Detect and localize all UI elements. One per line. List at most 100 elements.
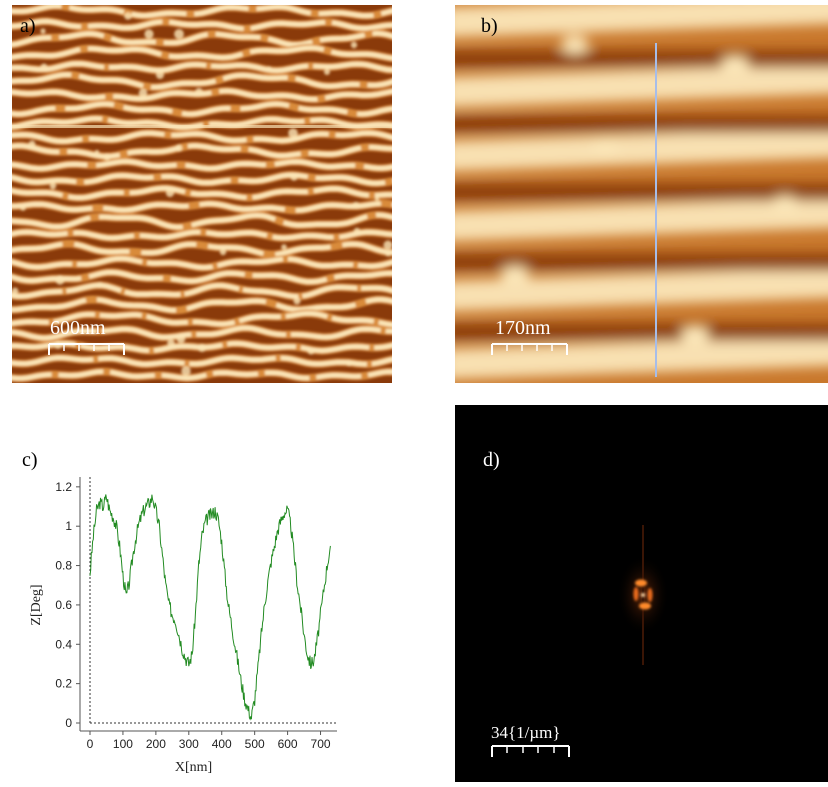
afm-a-particle bbox=[281, 244, 287, 250]
fft-spot-upper bbox=[635, 579, 647, 587]
afm-a-stripe bbox=[12, 130, 392, 144]
x-tick-label: 600 bbox=[278, 737, 298, 751]
panel-d-label: d) bbox=[483, 449, 500, 471]
afm-a-particle bbox=[174, 29, 184, 39]
afm-a-particle bbox=[374, 196, 380, 202]
afm-a-stripe bbox=[12, 325, 392, 341]
panel-b-label: b) bbox=[481, 15, 498, 37]
afm-b-bright-stripe bbox=[455, 63, 828, 108]
afm-a-stripe bbox=[12, 45, 392, 61]
y-tick-label: 0.4 bbox=[55, 637, 72, 651]
afm-a-stripe bbox=[12, 159, 392, 171]
afm-a-particle bbox=[40, 63, 48, 71]
x-tick-label: 0 bbox=[87, 737, 94, 751]
afm-a-stripe bbox=[12, 212, 392, 230]
afm-b-bright-spot bbox=[591, 136, 619, 154]
afm-b-bright-spot bbox=[561, 36, 589, 54]
scale-bar-d bbox=[491, 745, 570, 757]
scale-bar-a-text: 600nm bbox=[50, 317, 106, 339]
x-axis-label: X[nm] bbox=[175, 760, 212, 775]
afm-image-a-graphic bbox=[12, 5, 392, 383]
afm-b-dark-stripe bbox=[455, 50, 828, 68]
afm-a-particle bbox=[353, 227, 361, 235]
fft-center-dot bbox=[641, 593, 645, 597]
afm-a-stripe bbox=[12, 185, 392, 201]
afm-a-stripes bbox=[12, 5, 392, 383]
afm-a-particle bbox=[97, 282, 103, 288]
afm-image-a: a) 600nm bbox=[12, 5, 392, 383]
afm-b-bright-spot bbox=[681, 326, 709, 344]
afm-a-particle bbox=[290, 173, 298, 181]
panel-a-label: a) bbox=[20, 15, 36, 37]
y-axis-label: Z[Deg] bbox=[29, 584, 44, 625]
afm-b-dark-stripe bbox=[455, 183, 828, 201]
afm-a-particle bbox=[288, 128, 298, 138]
afm-a-particle bbox=[175, 144, 183, 152]
afm-a-particle bbox=[40, 28, 46, 34]
afm-a-stripe bbox=[12, 311, 392, 327]
afm-b-dark-stripe bbox=[455, 115, 828, 133]
x-tick-label: 200 bbox=[146, 737, 166, 751]
afm-a-particle bbox=[138, 88, 148, 98]
afm-a-particle bbox=[135, 12, 141, 18]
panel-c-label: c) bbox=[22, 449, 38, 471]
fft-central-spots bbox=[633, 579, 653, 610]
afm-a-stripe bbox=[12, 72, 392, 90]
x-tick-label: 500 bbox=[245, 737, 265, 751]
afm-a-particle bbox=[103, 153, 111, 161]
afm-b-bright-stripe bbox=[455, 267, 828, 312]
afm-a-stripe bbox=[12, 5, 392, 19]
afm-a-stripe bbox=[12, 229, 392, 241]
profile-series-line bbox=[89, 494, 331, 721]
afm-a-stripe bbox=[12, 297, 392, 313]
afm-a-stripe bbox=[12, 31, 392, 47]
scale-bar-d-text: 34{1/µm} bbox=[491, 723, 561, 742]
afm-a-particle bbox=[167, 339, 175, 347]
afm-a-stripe bbox=[12, 61, 392, 73]
x-tick-label: 400 bbox=[212, 737, 232, 751]
afm-b-bright-stripe bbox=[455, 197, 828, 242]
afm-a-particle bbox=[293, 297, 301, 305]
afm-a-particle bbox=[55, 275, 65, 285]
afm-b-bright-spot bbox=[771, 196, 799, 214]
afm-b-dark-stripe bbox=[455, 253, 828, 271]
afm-a-stripe bbox=[12, 201, 392, 213]
afm-a-particle bbox=[385, 251, 391, 257]
afm-image-b-graphic bbox=[455, 5, 828, 383]
afm-b-stripes bbox=[455, 5, 828, 380]
afm-b-bright-stripe bbox=[455, 5, 828, 38]
afm-a-particle bbox=[165, 188, 175, 198]
afm-a-particle bbox=[350, 41, 358, 49]
afm-a-particle bbox=[12, 287, 19, 295]
afm-a-particle bbox=[20, 205, 26, 211]
y-tick-label: 0.6 bbox=[55, 598, 72, 612]
afm-a-stripe bbox=[12, 269, 392, 285]
x-tick-label: 700 bbox=[311, 737, 331, 751]
fft-image-graphic bbox=[455, 405, 828, 782]
afm-a-particle bbox=[266, 66, 272, 72]
afm-a-stripe bbox=[12, 19, 392, 31]
afm-b-bright-stripe bbox=[455, 127, 828, 172]
afm-a-particle bbox=[144, 29, 154, 39]
afm-a-stripe bbox=[12, 143, 392, 159]
afm-a-particle bbox=[181, 366, 191, 376]
y-tick-label: 1.2 bbox=[55, 480, 72, 494]
afm-a-stripe bbox=[12, 172, 392, 186]
afm-a-scan-line bbox=[12, 125, 392, 128]
fft-image: d) 34{1/µm} bbox=[455, 405, 828, 782]
afm-a-stripe bbox=[12, 256, 392, 270]
afm-a-stripe bbox=[12, 369, 392, 381]
afm-a-stripe bbox=[12, 355, 392, 367]
x-tick-label: 100 bbox=[113, 737, 133, 751]
afm-a-particle bbox=[324, 69, 330, 75]
scale-bar-b bbox=[491, 343, 568, 355]
afm-a-stripe bbox=[12, 101, 392, 117]
afm-a-stripe bbox=[12, 283, 392, 299]
profile-chart: 0 100 200 300 400 500 600 70000.20.40.60.811.2 … bbox=[29, 477, 337, 775]
scale-bar-a bbox=[48, 343, 125, 355]
fft-spot-lower bbox=[639, 602, 651, 610]
afm-a-particle bbox=[124, 12, 132, 20]
y-tick-label: 1 bbox=[65, 519, 72, 533]
chart-ticks: 0 100 200 300 400 500 600 700 0 0.2 0.4 0.6 0.8 1 1.2 bbox=[55, 480, 331, 751]
afm-a-particle bbox=[198, 344, 206, 352]
